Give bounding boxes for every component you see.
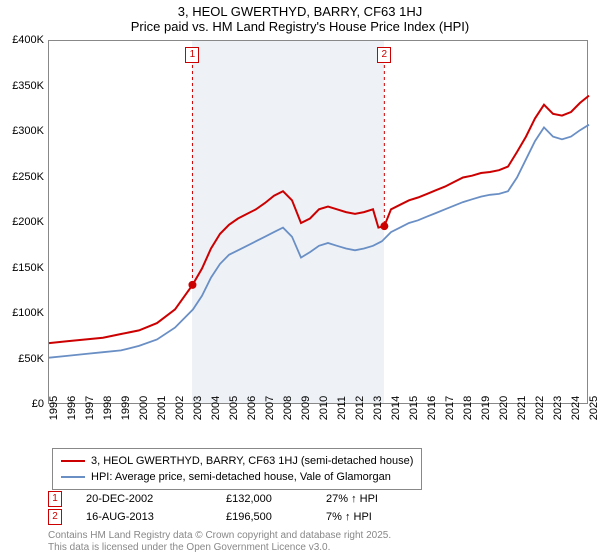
x-tick-label: 2008 [282, 396, 294, 420]
x-tick-label: 2024 [570, 396, 582, 420]
x-tick-label: 1999 [120, 396, 132, 420]
legend-label: 3, HEOL GWERTHYD, BARRY, CF63 1HJ (semi-… [91, 455, 413, 467]
x-tick-label: 2025 [588, 396, 600, 420]
chart-subtitle: Price paid vs. HM Land Registry's House … [0, 19, 600, 34]
x-tick-label: 2011 [336, 396, 348, 420]
y-tick-label: £400K [12, 34, 44, 46]
x-tick-label: 2014 [390, 396, 402, 420]
x-tick-label: 1996 [66, 396, 78, 420]
x-tick-label: 2016 [426, 396, 438, 420]
y-tick-label: £0 [32, 398, 44, 410]
sale-price: £196,500 [226, 511, 326, 523]
sales-table: 1 20-DEC-2002 £132,000 27% ↑ HPI 2 16-AU… [48, 490, 446, 526]
x-tick-label: 1995 [48, 396, 60, 420]
x-tick-label: 2020 [498, 396, 510, 420]
sale-date: 16-AUG-2013 [86, 511, 226, 523]
x-tick-label: 2005 [228, 396, 240, 420]
x-tick-label: 2018 [462, 396, 474, 420]
y-tick-label: £50K [18, 353, 44, 365]
legend-row: 3, HEOL GWERTHYD, BARRY, CF63 1HJ (semi-… [61, 453, 413, 469]
sale-marker-box: 2 [377, 47, 391, 63]
x-tick-label: 2012 [354, 396, 366, 420]
x-tick-label: 2000 [138, 396, 150, 420]
x-axis: 1995199619971998199920002001200220032004… [48, 404, 588, 444]
sale-pct-vs-hpi: 7% ↑ HPI [326, 511, 446, 523]
legend: 3, HEOL GWERTHYD, BARRY, CF63 1HJ (semi-… [52, 448, 422, 490]
y-tick-label: £300K [12, 125, 44, 137]
legend-label: HPI: Average price, semi-detached house,… [91, 471, 391, 483]
sales-row: 1 20-DEC-2002 £132,000 27% ↑ HPI [48, 490, 446, 508]
x-tick-label: 2015 [408, 396, 420, 420]
x-tick-label: 2001 [156, 396, 168, 420]
footer: Contains HM Land Registry data © Crown c… [48, 530, 391, 554]
sale-marker-icon: 2 [48, 509, 62, 525]
x-tick-label: 2022 [534, 396, 546, 420]
y-tick-label: £250K [12, 171, 44, 183]
plot-area: 12 [48, 40, 588, 404]
x-tick-label: 2023 [552, 396, 564, 420]
x-tick-label: 2019 [480, 396, 492, 420]
sales-row: 2 16-AUG-2013 £196,500 7% ↑ HPI [48, 508, 446, 526]
footer-line: Contains HM Land Registry data © Crown c… [48, 530, 391, 542]
legend-swatch [61, 460, 85, 462]
y-tick-label: £150K [12, 262, 44, 274]
sale-price: £132,000 [226, 493, 326, 505]
y-tick-label: £100K [12, 307, 44, 319]
x-tick-label: 2007 [264, 396, 276, 420]
chart-title-address: 3, HEOL GWERTHYD, BARRY, CF63 1HJ [0, 4, 600, 19]
y-axis: £0£50K£100K£150K£200K£250K£300K£350K£400… [0, 40, 48, 404]
x-tick-label: 2009 [300, 396, 312, 420]
x-tick-label: 2003 [192, 396, 204, 420]
x-tick-label: 2004 [210, 396, 222, 420]
y-tick-label: £350K [12, 80, 44, 92]
series-property [49, 96, 589, 344]
footer-line: This data is licensed under the Open Gov… [48, 542, 391, 554]
x-tick-label: 1998 [102, 396, 114, 420]
sale-pct-vs-hpi: 27% ↑ HPI [326, 493, 446, 505]
x-tick-label: 2021 [516, 396, 528, 420]
chart-container: 3, HEOL GWERTHYD, BARRY, CF63 1HJ Price … [0, 0, 600, 560]
legend-row: HPI: Average price, semi-detached house,… [61, 469, 413, 485]
x-tick-label: 2010 [318, 396, 330, 420]
x-tick-label: 2002 [174, 396, 186, 420]
sale-date: 20-DEC-2002 [86, 493, 226, 505]
legend-swatch [61, 476, 85, 478]
title-block: 3, HEOL GWERTHYD, BARRY, CF63 1HJ Price … [0, 0, 600, 36]
y-tick-label: £200K [12, 216, 44, 228]
x-tick-label: 1997 [84, 396, 96, 420]
sale-marker-box: 1 [185, 47, 199, 63]
x-tick-label: 2013 [372, 396, 384, 420]
series-hpi [49, 125, 589, 358]
sale-marker-icon: 1 [48, 491, 62, 507]
x-tick-label: 2006 [246, 396, 258, 420]
x-tick-label: 2017 [444, 396, 456, 420]
chart-lines [49, 41, 587, 403]
